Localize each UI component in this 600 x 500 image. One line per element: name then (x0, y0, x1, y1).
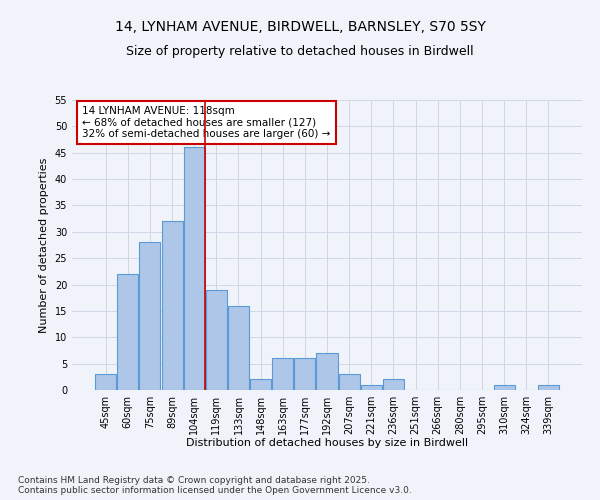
Bar (139, 242, 160, 390)
Bar (184, 148, 205, 390)
Bar (228, 306, 249, 390)
Bar (250, 380, 271, 390)
Bar (383, 380, 404, 390)
Bar (316, 353, 338, 390)
Bar (338, 374, 359, 390)
X-axis label: Distribution of detached houses by size in Birdwell: Distribution of detached houses by size … (186, 438, 468, 448)
Text: Contains HM Land Registry data © Crown copyright and database right 2025.
Contai: Contains HM Land Registry data © Crown c… (18, 476, 412, 495)
Bar (272, 358, 293, 390)
Text: 14 LYNHAM AVENUE: 118sqm
← 68% of detached houses are smaller (127)
32% of semi-: 14 LYNHAM AVENUE: 118sqm ← 68% of detach… (82, 106, 331, 139)
Y-axis label: Number of detached properties: Number of detached properties (39, 158, 49, 332)
Bar (295, 358, 316, 390)
Bar (95, 374, 116, 390)
Bar (118, 274, 139, 390)
Text: Size of property relative to detached houses in Birdwell: Size of property relative to detached ho… (126, 45, 474, 58)
Bar (361, 384, 382, 390)
Bar (206, 290, 227, 390)
Bar (538, 384, 559, 390)
Bar (494, 384, 515, 390)
Text: 14, LYNHAM AVENUE, BIRDWELL, BARNSLEY, S70 5SY: 14, LYNHAM AVENUE, BIRDWELL, BARNSLEY, S… (115, 20, 485, 34)
Bar (161, 222, 182, 390)
